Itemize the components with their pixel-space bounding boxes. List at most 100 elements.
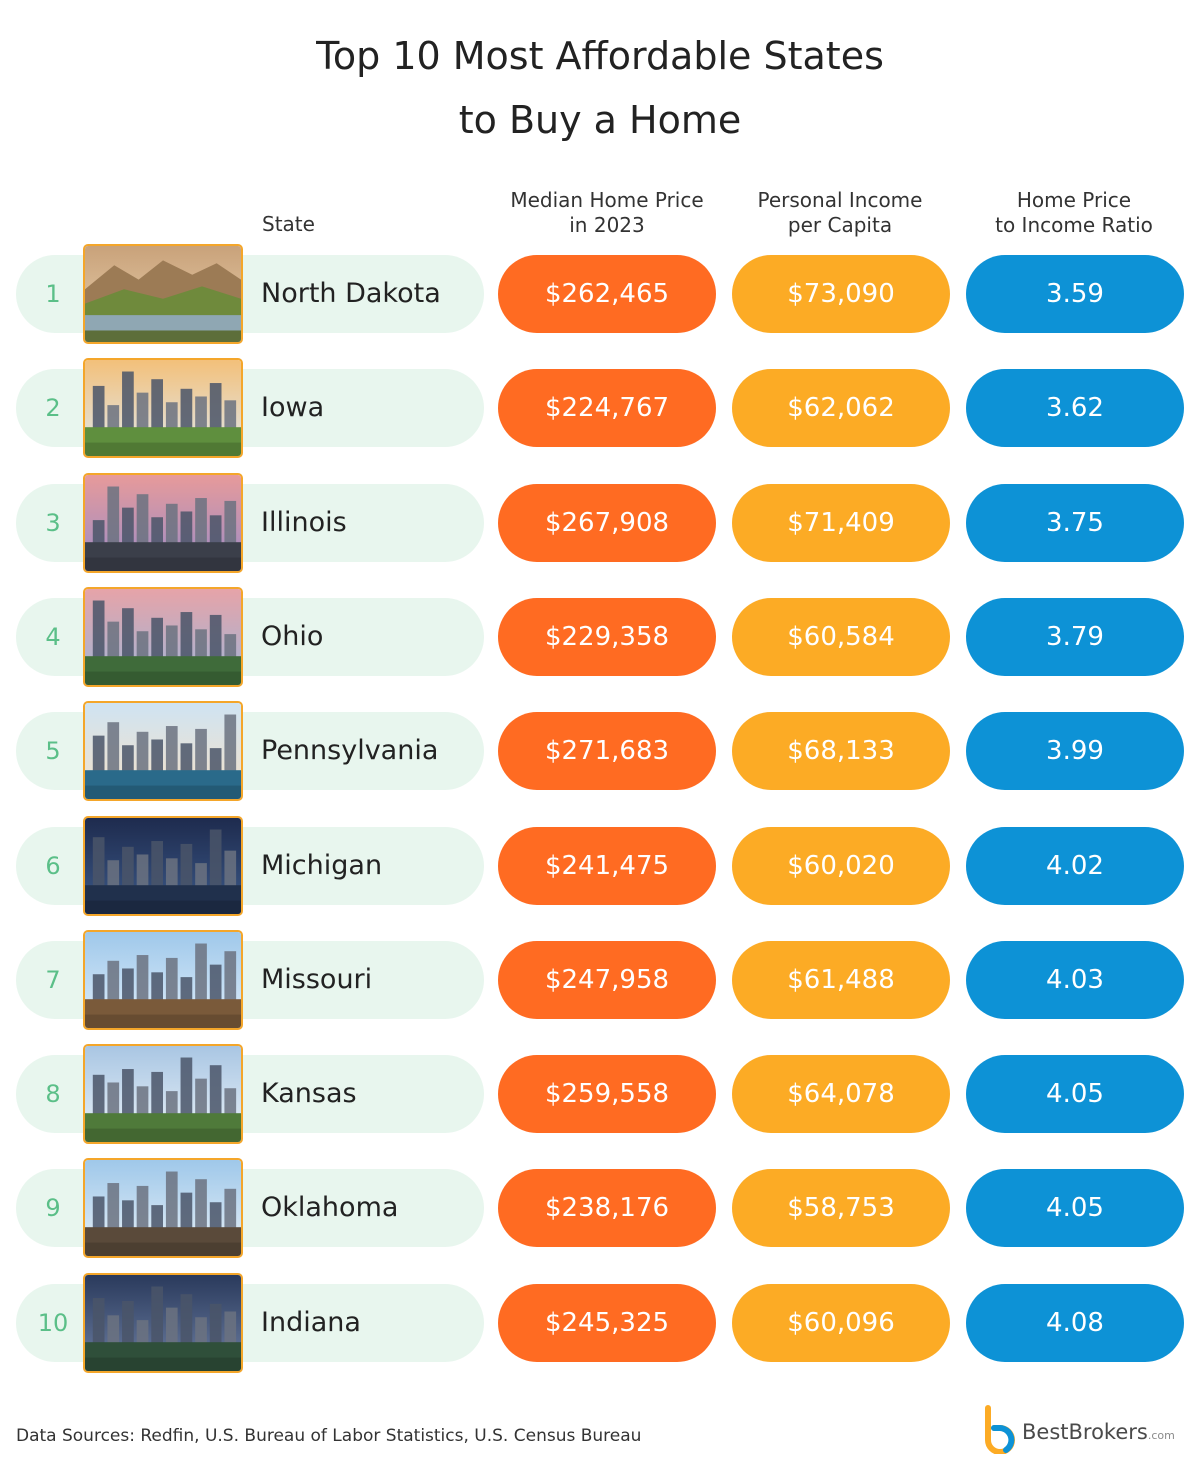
bestbrokers-logo: BestBrokers.com <box>982 1404 1187 1454</box>
rank-number: 3 <box>45 509 61 537</box>
city-skyline-photo <box>85 1275 241 1371</box>
state-photo <box>83 701 243 801</box>
median-home-price-value: $247,958 <box>498 941 716 1019</box>
state-name: Michigan <box>261 850 383 881</box>
state-name: Indiana <box>261 1307 361 1338</box>
rank-number: 1 <box>45 280 61 308</box>
median-home-price-value: $267,908 <box>498 484 716 562</box>
state-name: Kansas <box>261 1078 357 1109</box>
median-home-price-value: $271,683 <box>498 712 716 790</box>
personal-income-value: $64,078 <box>732 1055 950 1133</box>
personal-income-value: $60,096 <box>732 1284 950 1362</box>
state-photo <box>83 816 243 916</box>
column-header-income-line-1: Personal Income <box>757 188 923 212</box>
state-name: Oklahoma <box>261 1192 399 1223</box>
data-sources-note: Data Sources: Redfin, U.S. Bureau of Lab… <box>16 1426 642 1446</box>
rank-number: 6 <box>45 852 61 880</box>
personal-income-value: $60,020 <box>732 827 950 905</box>
table-row: 9 Oklahoma $238,176 $58,753 4.05 <box>0 1158 1200 1258</box>
column-header-state: State <box>262 212 315 237</box>
city-skyline-photo <box>85 360 241 456</box>
personal-income-value: $68,133 <box>732 712 950 790</box>
column-header-income-line-2: per Capita <box>787 213 893 237</box>
state-photo <box>83 244 243 344</box>
chart-title-line-2: to Buy a Home <box>458 98 742 142</box>
state-name: Ohio <box>261 621 324 652</box>
city-skyline-photo <box>85 589 241 685</box>
table-row: 1 North Dakota $262,465 $73,090 3.59 <box>0 244 1200 344</box>
city-skyline-photo <box>85 703 241 799</box>
rank-number: 10 <box>37 1309 69 1337</box>
brand-name-text: BestBrokers <box>1022 1420 1148 1444</box>
personal-income-value: $73,090 <box>732 255 950 333</box>
rank-number: 9 <box>45 1194 61 1222</box>
personal-income-value: $71,409 <box>732 484 950 562</box>
column-header-ratio-line-2: to Income Ratio <box>995 213 1153 237</box>
median-home-price-value: $224,767 <box>498 369 716 447</box>
price-to-income-ratio-value: 3.99 <box>966 712 1184 790</box>
rank-number: 7 <box>45 966 61 994</box>
state-name: North Dakota <box>261 278 441 309</box>
chart-title-line-1: Top 10 Most Affordable States <box>316 34 884 78</box>
median-home-price-value: $238,176 <box>498 1169 716 1247</box>
personal-income-value: $60,584 <box>732 598 950 676</box>
median-home-price-value: $259,558 <box>498 1055 716 1133</box>
state-photo <box>83 587 243 687</box>
personal-income-value: $58,753 <box>732 1169 950 1247</box>
column-header-personal-income: Personal Income per Capita <box>728 188 952 238</box>
badlands-landscape-photo <box>85 246 241 342</box>
state-photo <box>83 930 243 1030</box>
price-to-income-ratio-value: 4.05 <box>966 1055 1184 1133</box>
column-header-ratio-line-1: Home Price <box>1016 188 1132 212</box>
price-to-income-ratio-value: 3.59 <box>966 255 1184 333</box>
table-row: 8 Kansas $259,558 $64,078 4.05 <box>0 1044 1200 1144</box>
table-row: 10 Indiana $245,325 $60,096 4.08 <box>0 1273 1200 1373</box>
table-row: 6 Michigan $241,475 $60,020 4.02 <box>0 816 1200 916</box>
city-skyline-photo <box>85 1160 241 1256</box>
city-skyline-photo <box>85 1046 241 1142</box>
table-row: 5 Pennsylvania $271,683 $68,133 3.99 <box>0 701 1200 801</box>
brand-name: BestBrokers.com <box>1022 1420 1175 1444</box>
state-photo <box>83 1273 243 1373</box>
state-photo <box>83 1158 243 1258</box>
state-name: Iowa <box>261 392 325 423</box>
rank-number: 8 <box>45 1080 61 1108</box>
chart-title: Top 10 Most Affordable States to Buy a H… <box>0 24 1200 152</box>
city-skyline-photo <box>85 818 241 914</box>
state-photo <box>83 473 243 573</box>
column-header-median-home-price: Median Home Price in 2023 <box>492 188 722 238</box>
rank-number: 2 <box>45 394 61 422</box>
price-to-income-ratio-value: 3.75 <box>966 484 1184 562</box>
median-home-price-value: $245,325 <box>498 1284 716 1362</box>
price-to-income-ratio-value: 3.79 <box>966 598 1184 676</box>
column-header-price-to-income-ratio: Home Price to Income Ratio <box>960 188 1188 238</box>
median-home-price-value: $262,465 <box>498 255 716 333</box>
state-name: Missouri <box>261 964 373 995</box>
city-skyline-photo <box>85 932 241 1028</box>
table-row: 4 Ohio $229,358 $60,584 3.79 <box>0 587 1200 687</box>
rank-number: 5 <box>45 737 61 765</box>
price-to-income-ratio-value: 4.03 <box>966 941 1184 1019</box>
price-to-income-ratio-value: 3.62 <box>966 369 1184 447</box>
state-name: Pennsylvania <box>261 735 439 766</box>
city-skyline-photo <box>85 475 241 571</box>
column-header-price-line-2: in 2023 <box>569 213 645 237</box>
table-row: 3 Illinois $267,908 $71,409 3.75 <box>0 473 1200 573</box>
state-photo <box>83 358 243 458</box>
personal-income-value: $61,488 <box>732 941 950 1019</box>
state-name: Illinois <box>261 507 347 538</box>
brand-domain-suffix: .com <box>1147 1429 1175 1442</box>
state-photo <box>83 1044 243 1144</box>
price-to-income-ratio-value: 4.02 <box>966 827 1184 905</box>
bestbrokers-logo-icon <box>985 1405 1015 1454</box>
price-to-income-ratio-value: 4.05 <box>966 1169 1184 1247</box>
median-home-price-value: $229,358 <box>498 598 716 676</box>
column-header-state-label: State <box>262 212 315 236</box>
column-header-price-line-1: Median Home Price <box>510 188 704 212</box>
personal-income-value: $62,062 <box>732 369 950 447</box>
price-to-income-ratio-value: 4.08 <box>966 1284 1184 1362</box>
rank-number: 4 <box>45 623 61 651</box>
median-home-price-value: $241,475 <box>498 827 716 905</box>
table-row: 2 Iowa $224,767 $62,062 3.62 <box>0 358 1200 458</box>
table-row: 7 Missouri $247,958 $61,488 4.03 <box>0 930 1200 1030</box>
